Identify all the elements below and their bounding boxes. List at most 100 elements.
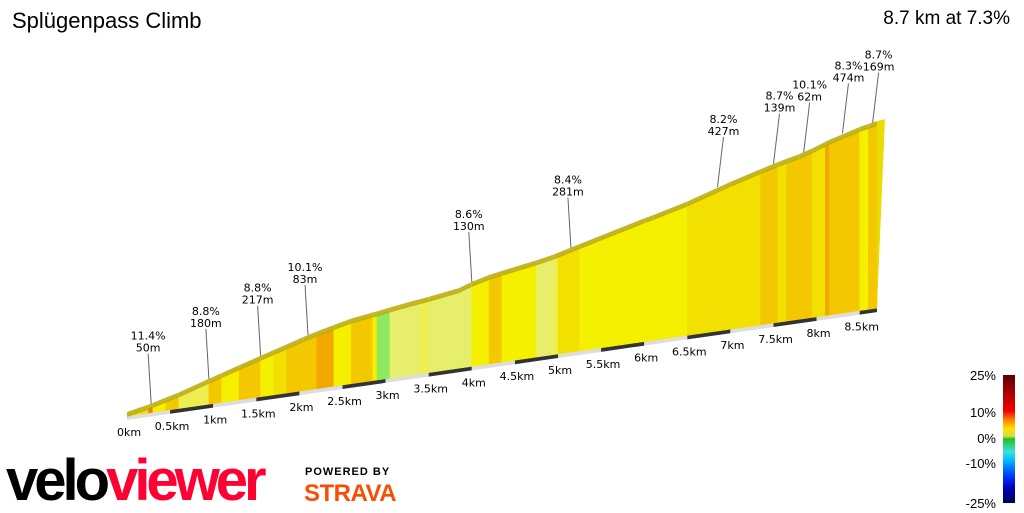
- profile-top-edge: [239, 355, 261, 371]
- strava-logo[interactable]: STRAVA: [304, 480, 397, 507]
- page-title: Splügenpass Climb: [12, 8, 202, 33]
- gradient-segment: [471, 278, 490, 367]
- profile-top-edge: [411, 299, 421, 307]
- gradient-segment: [687, 185, 731, 336]
- profile-top-edge: [760, 162, 778, 175]
- annotation-length: 474m: [833, 71, 865, 84]
- profile-top-edge: [325, 325, 334, 334]
- gradient-segment: [350, 316, 373, 385]
- distance-band: [816, 310, 860, 321]
- x-tick-label: 8km: [807, 327, 831, 340]
- logo-part: velo: [6, 448, 110, 513]
- annotation-length: 169m: [863, 61, 895, 74]
- gradient-segment: [868, 124, 878, 310]
- profile-top-edge: [148, 402, 153, 410]
- profile-top-edge: [579, 228, 619, 250]
- x-tick-label: 6km: [634, 352, 658, 365]
- distance-band: [213, 397, 257, 408]
- distance-band: [558, 347, 602, 359]
- profile-top-edge: [260, 350, 274, 361]
- gradient-segment: [536, 258, 554, 358]
- gradient-segment: [824, 143, 830, 316]
- profile-top-edge: [208, 372, 222, 384]
- x-tick-label: 5.5km: [586, 358, 621, 371]
- annotation-gradient: 8.4%: [554, 174, 582, 187]
- profile-top-edge: [777, 158, 787, 168]
- legend-label: -25%: [965, 496, 996, 511]
- x-tick-label: 3km: [376, 389, 400, 402]
- profile-top-edge: [799, 148, 813, 160]
- annotation-length: 427m: [708, 125, 740, 138]
- x-tick-label: 2.5km: [327, 395, 362, 408]
- annotation-gradient: 8.6%: [455, 208, 483, 221]
- gradient-segment: [372, 315, 378, 381]
- legend-label: 0%: [977, 431, 996, 446]
- profile-top-edge: [389, 301, 412, 313]
- profile-top-edge: [626, 218, 645, 231]
- x-tick-label: 1.5km: [241, 407, 276, 420]
- annotation-gradient: 8.8%: [192, 305, 220, 318]
- gradient-segment: [618, 228, 628, 346]
- x-tick-label: 4km: [462, 376, 486, 389]
- distance-band: [170, 403, 214, 414]
- distance-band: [256, 391, 300, 402]
- x-tick-label: 2km: [289, 401, 313, 414]
- gradient-segment: [786, 157, 800, 322]
- annotation-length: 50m: [136, 342, 161, 355]
- gradient-segment: [829, 130, 860, 316]
- gradient-segment: [730, 172, 761, 330]
- gradient-segment: [419, 300, 429, 375]
- profile-top-edge: [786, 154, 800, 164]
- distance-band: [428, 366, 472, 377]
- gradient-color-scale: [1003, 375, 1015, 503]
- annotation-gradient: 8.2%: [709, 113, 737, 126]
- profile-top-edge: [730, 169, 761, 187]
- x-tick-label: 6.5km: [672, 345, 707, 358]
- annotation-leader-line: [468, 231, 473, 282]
- veloviewer-logo[interactable]: veloviewer: [6, 452, 267, 510]
- distance-band: [601, 341, 645, 352]
- profile-top-edge: [376, 307, 390, 317]
- gradient-segment: [273, 348, 287, 396]
- legend-label: 25%: [969, 368, 996, 383]
- annotation-length: 139m: [764, 102, 796, 115]
- annotation-length: 180m: [190, 317, 222, 330]
- profile-end-face: [876, 119, 885, 309]
- profile-top-edge: [221, 365, 240, 378]
- profile-top-edge: [501, 260, 537, 276]
- profile-top-edge: [273, 344, 287, 356]
- profile-top-edge: [178, 378, 209, 398]
- x-tick-label: 1km: [203, 414, 227, 427]
- gradient-segment: [799, 151, 813, 320]
- annotation-leader-line: [205, 328, 210, 379]
- gradient-segment: [316, 331, 326, 390]
- annotation-length: 62m: [797, 90, 822, 103]
- annotation-gradient: 8.3%: [834, 59, 862, 72]
- annotation-leader-line: [304, 284, 309, 335]
- climb-summary: 8.7 km at 7.3%: [883, 8, 1010, 29]
- gradient-segment: [501, 264, 537, 363]
- distance-band: [514, 354, 558, 365]
- profile-top-edge: [829, 126, 860, 145]
- annotation-leader-line: [147, 353, 152, 404]
- profile-top-edge: [687, 181, 731, 207]
- profile-top-edge: [152, 397, 166, 408]
- annotation-length: 83m: [293, 273, 318, 286]
- annotation-leader-line: [803, 102, 811, 153]
- profile-top-edge: [127, 404, 149, 417]
- annotation-leader-line: [257, 305, 262, 356]
- gradient-segment: [260, 353, 274, 398]
- annotation-length: 217m: [242, 294, 274, 307]
- x-tick-label: 0km: [117, 426, 141, 439]
- distance-band: [773, 316, 817, 328]
- gradient-segment: [579, 232, 619, 352]
- x-tick-label: 7km: [720, 339, 744, 352]
- legend-label: -10%: [965, 456, 996, 471]
- gradient-segment: [777, 162, 787, 323]
- distance-band: [342, 378, 386, 390]
- profile-top-edge: [471, 275, 490, 287]
- profile-top-edge: [652, 201, 688, 221]
- annotation-gradient: 10.1%: [288, 261, 323, 274]
- gradient-segment: [376, 311, 391, 381]
